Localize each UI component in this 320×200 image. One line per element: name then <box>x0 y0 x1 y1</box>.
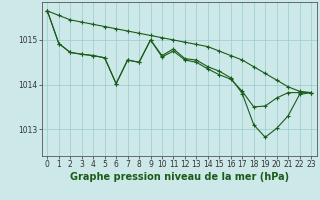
X-axis label: Graphe pression niveau de la mer (hPa): Graphe pression niveau de la mer (hPa) <box>70 172 289 182</box>
